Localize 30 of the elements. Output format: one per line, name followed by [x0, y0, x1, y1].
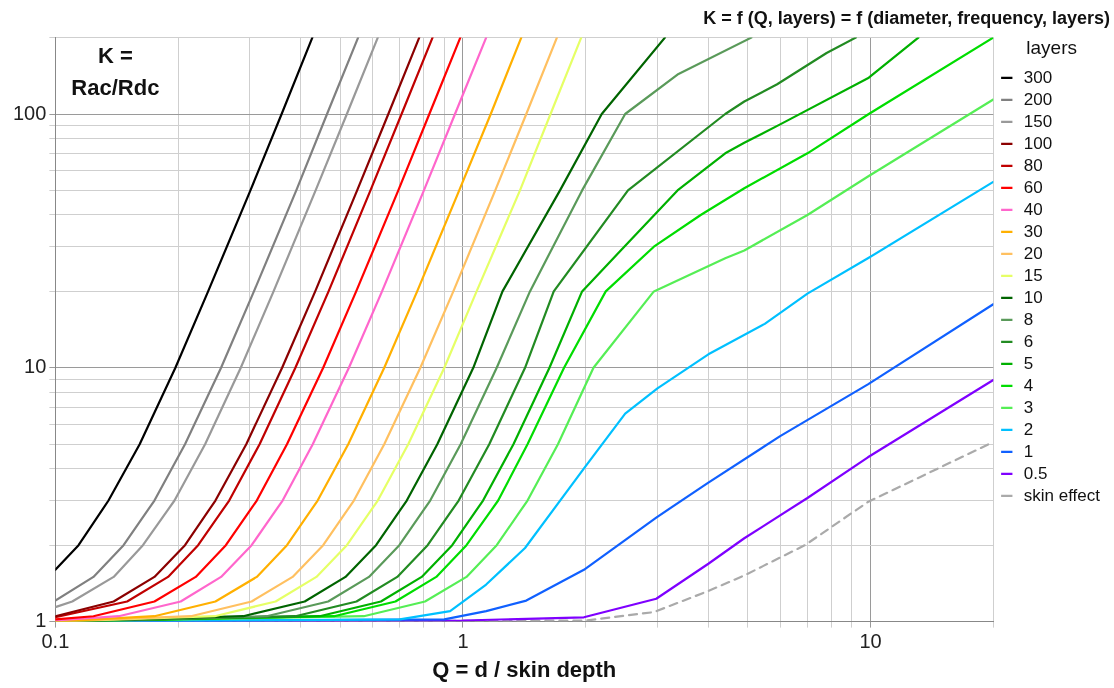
y-tick-label: 10 [24, 355, 47, 378]
x-tick-label: 0.1 [41, 630, 70, 653]
legend-label: 200 [1023, 89, 1053, 109]
annotation: K = Rac/Rdc [71, 42, 160, 100]
x-tick-label: 10 [859, 630, 882, 653]
legend-label: 1 [1023, 441, 1034, 461]
legend-label: 30 [1023, 221, 1043, 241]
legend-label: 80 [1023, 155, 1043, 175]
y-tick-label: 100 [12, 101, 47, 124]
x-axis-title: Q = d / skin depth [432, 656, 617, 682]
legend-label: 60 [1023, 177, 1043, 197]
legend-label: 300 [1023, 67, 1053, 87]
legend-label: 100 [1023, 133, 1053, 153]
legend-label: 6 [1023, 331, 1034, 351]
legend-label: 40 [1023, 199, 1043, 219]
legend-label: 2 [1023, 419, 1034, 439]
legend-title: layers [1026, 37, 1077, 59]
legend-label: skin effect [1023, 485, 1101, 505]
legend-label: 10 [1023, 287, 1043, 307]
x-tick-label: 1 [457, 630, 469, 653]
legend-label: 5 [1023, 353, 1034, 373]
chart-title: K = f (Q, layers) = f (diameter, frequency, layers) [703, 7, 1111, 28]
legend-label: 150 [1023, 111, 1053, 131]
legend-label: 4 [1023, 375, 1034, 395]
legend-label: 15 [1023, 265, 1043, 285]
legend-label: 3 [1023, 397, 1034, 417]
y-tick-label: 1 [35, 609, 47, 632]
legend-label: 8 [1023, 309, 1034, 329]
legend-label: 20 [1023, 243, 1043, 263]
legend-label: 0.5 [1023, 463, 1048, 483]
